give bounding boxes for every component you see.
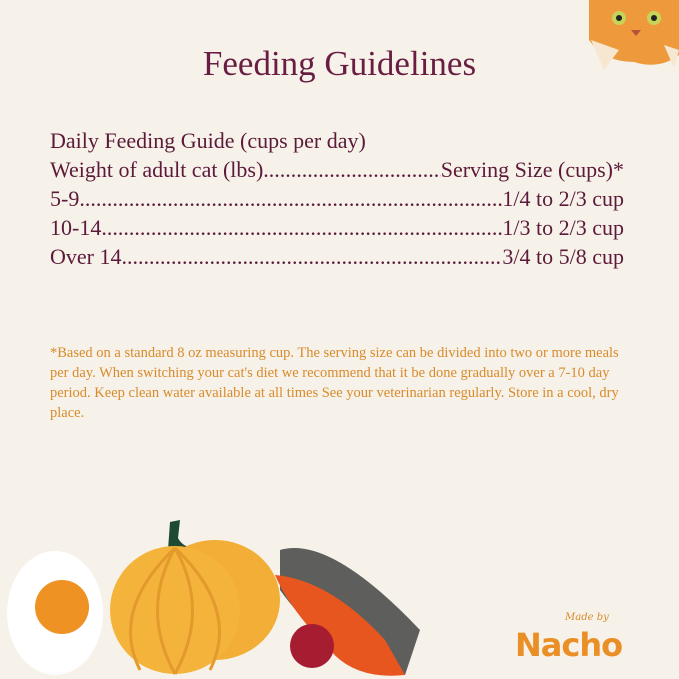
guide-row: 5-9 1/4 to 2/3 cup [50, 184, 624, 213]
dot-leader [263, 155, 440, 184]
cat-face-icon [589, 0, 679, 70]
cranberry-icon [290, 624, 334, 668]
dot-leader [101, 213, 502, 242]
guide-heading: Daily Feeding Guide (cups per day) [50, 128, 366, 153]
dot-leader [121, 242, 502, 271]
pumpkin-stem [168, 520, 192, 550]
weight-value: 10-14 [50, 215, 102, 240]
feeding-guide: Daily Feeding Guide (cups per day) Weigh… [50, 126, 624, 271]
serving-value: 1/4 to 2/3 cup [502, 186, 624, 211]
guide-header-row: Weight of adult cat (lbs) Serving Size (… [50, 155, 624, 184]
weight-header: Weight of adult cat (lbs) [50, 157, 264, 182]
made-by-label: Made by [565, 612, 609, 623]
dot-leader [79, 184, 502, 213]
page-title: Feeding Guidelines [202, 44, 477, 83]
serving-value: 1/3 to 2/3 cup [502, 215, 624, 240]
footnote: *Based on a standard 8 oz measuring cup.… [50, 345, 619, 421]
salmon-icon [275, 575, 405, 676]
brand-name: Nacho [515, 626, 623, 664]
serving-value: 3/4 to 5/8 cup [502, 244, 624, 269]
weight-value: 5-9 [50, 186, 80, 211]
serving-header: Serving Size (cups)* [440, 157, 624, 182]
guide-row: Over 14 3/4 to 5/8 cup [50, 242, 624, 271]
food-illustration [7, 520, 420, 676]
weight-value: Over 14 [50, 244, 122, 269]
guide-row: 10-14 1/3 to 2/3 cup [50, 213, 624, 242]
